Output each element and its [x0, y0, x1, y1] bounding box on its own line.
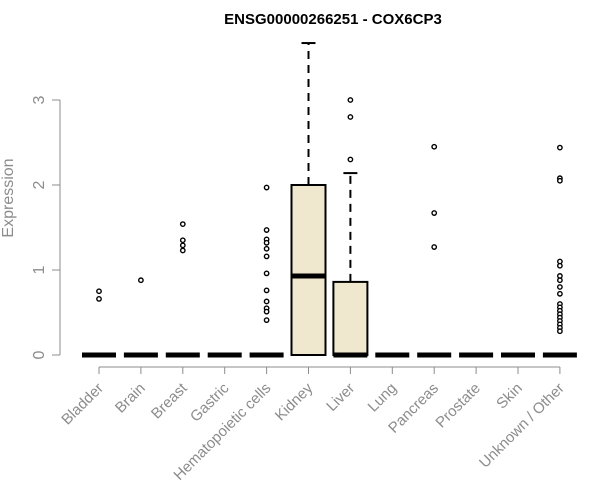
outlier-point-0-0	[96, 288, 102, 295]
y-tick-label-2: 2	[31, 180, 48, 189]
outlier-point-4-6	[263, 270, 270, 277]
box-group-0	[82, 288, 116, 358]
outlier-point-11-2	[557, 177, 563, 184]
outlier-point-1-0	[137, 277, 144, 284]
box-group-4	[249, 184, 284, 358]
box-5	[290, 184, 327, 356]
outlier-point-8-2	[431, 244, 438, 250]
x-tick-label-2: Breast	[148, 379, 191, 422]
x-tick-label-0: Bladder	[58, 380, 107, 429]
outlier-point-2-2	[179, 242, 186, 249]
box-6	[332, 280, 369, 356]
outlier-point-4-0	[263, 184, 270, 191]
box-group-5	[290, 42, 327, 356]
box-group-2	[165, 221, 200, 358]
outlier-point-11-4	[557, 262, 563, 269]
outlier-point-8-1	[431, 210, 438, 216]
box-group-8	[417, 143, 452, 358]
outlier-point-6-2	[347, 156, 354, 163]
outlier-point-6-0	[347, 97, 354, 103]
outlier-point-11-8	[557, 290, 563, 297]
outlier-point-4-1	[263, 227, 270, 233]
y-tick-label-3: 3	[31, 95, 48, 104]
outlier-point-2-0	[179, 221, 186, 228]
outlier-point-4-4	[263, 245, 270, 252]
x-tick-label-6: Liver	[323, 380, 358, 415]
outlier-point-11-0	[557, 144, 563, 151]
outlier-point-4-5	[263, 253, 270, 260]
x-tick-label-10: Skin	[493, 380, 526, 413]
outlier-point-11-7	[557, 284, 563, 290]
x-tick-label-7: Lung	[365, 380, 401, 416]
outlier-point-2-1	[179, 237, 186, 244]
box-group-11	[542, 144, 577, 358]
y-axis-label: Expression	[0, 158, 17, 237]
outlier-point-4-10	[263, 308, 270, 315]
y-tick-label-0: 0	[31, 350, 48, 359]
outlier-point-11-6	[557, 277, 563, 284]
outlier-point-6-1	[347, 114, 354, 120]
box-group-1	[123, 277, 158, 358]
x-tick-label-9: Prostate	[432, 380, 484, 432]
x-tick-label-5: Kidney	[272, 379, 317, 424]
outlier-point-0-1	[96, 295, 102, 302]
outlier-point-8-0	[431, 143, 438, 150]
outlier-point-4-11	[263, 317, 270, 324]
y-tick-label-1: 1	[31, 265, 48, 274]
outlier-point-4-8	[263, 298, 270, 305]
box-group-6	[332, 97, 369, 358]
x-tick-label-1: Brain	[112, 380, 149, 417]
chart-title: ENSG00000266251 - COX6CP3	[224, 11, 442, 28]
outlier-point-11-17	[557, 328, 563, 335]
outlier-point-2-3	[179, 247, 186, 254]
outlier-point-4-7	[263, 287, 270, 294]
outlier-point-4-3	[263, 239, 270, 246]
